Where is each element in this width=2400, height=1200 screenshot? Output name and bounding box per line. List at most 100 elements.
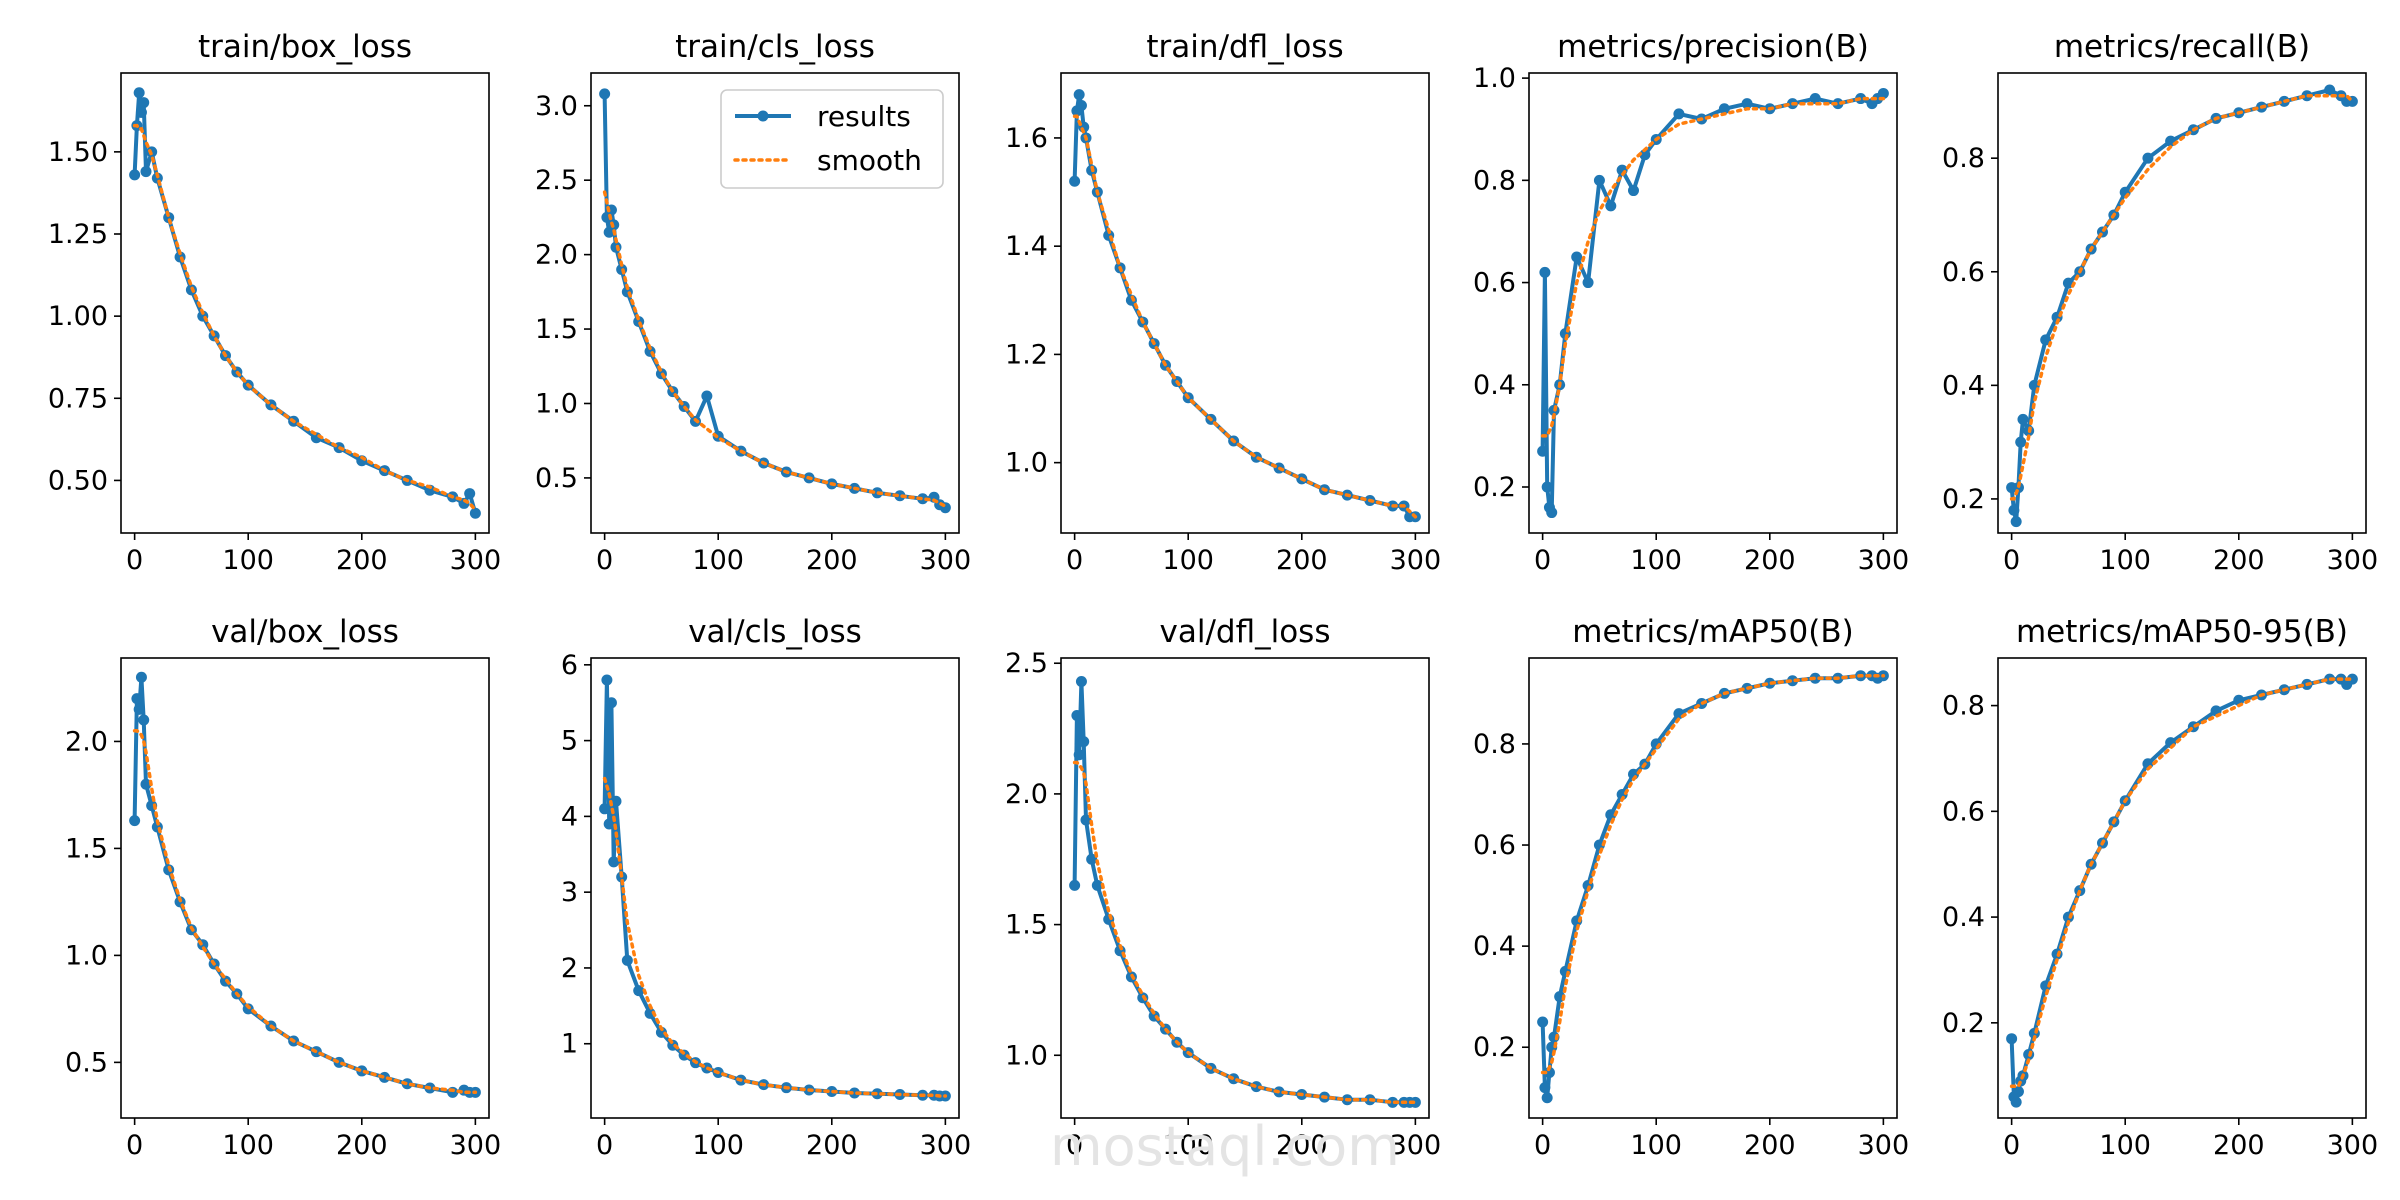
y-tick-label: 1.25 [48,219,108,250]
results-point [131,693,143,705]
y-tick-label: 2.0 [535,240,578,271]
y-tick-label: 0.6 [1473,268,1516,299]
y-tick-label: 0.4 [1473,370,1516,401]
x-tick-label: 200 [2213,1130,2265,1161]
y-tick-label: 0.2 [1473,472,1516,503]
y-tick-label: 0.8 [1942,143,1985,174]
results-point [163,212,175,224]
results-point [379,1071,391,1083]
y-tick-label: 0.4 [1473,931,1516,962]
y-tick-label: 0.8 [1942,691,1985,722]
results-point [1075,99,1087,111]
results-point [135,671,147,683]
x-tick-label: 200 [806,545,858,576]
x-tick-label: 200 [806,1130,858,1161]
results-point [140,166,152,178]
axes-frame [1997,72,2367,534]
y-tick-label: 0.5 [65,1047,108,1078]
results-point [894,490,906,502]
y-tick-label: 0.50 [48,465,108,496]
results-point [1071,710,1083,721]
x-tick-label: 300 [920,1130,972,1161]
x-tick-label: 300 [920,545,972,576]
results-point [633,985,645,997]
y-tick-label: 0.4 [1942,902,1985,933]
x-tick-label: 200 [1744,1130,1796,1161]
smooth-series-line [2009,677,2355,1089]
y-tick-label: 1.0 [535,388,578,419]
results-point [2008,504,2020,516]
results-point [2012,1086,2024,1098]
subplot-8: val/dfl_loss 0 100 200 300 1.0 1.5 2.0 2.5 [1005,614,1441,1161]
results-point [599,803,611,815]
axes-frame [120,72,490,534]
smooth-series-line [602,190,948,508]
x-tick-label: 100 [692,1130,744,1161]
y-tick-label: 0.6 [1942,257,1985,288]
results-point [621,954,633,966]
results-point [1718,103,1730,115]
results-point [469,507,481,519]
x-tick-label: 200 [336,1130,388,1161]
axes-frame [590,72,960,534]
x-tick-label: 200 [336,545,388,576]
results-point [1673,108,1685,120]
results-point [2010,516,2022,528]
y-tick-label: 0.2 [1942,1008,1985,1039]
y-tick-label: 3.0 [535,91,578,122]
x-tick-label: 300 [1858,545,1910,576]
x-tick-label: 100 [222,1130,274,1161]
x-tick-label: 0 [126,1130,143,1161]
y-tick-label: 6 [561,650,578,681]
axes-frame [120,657,490,1119]
smooth-series-line [1072,114,1418,519]
results-point [644,1007,656,1019]
subplot-title: val/cls_loss [688,614,862,650]
results-point [2142,152,2154,164]
results-series-line [602,678,946,1098]
x-tick-label: 300 [1390,545,1442,576]
results-point [1069,879,1081,891]
subplot-title: train/box_loss [198,29,412,65]
x-tick-label: 0 [2003,1130,2020,1161]
results-point [464,488,476,500]
results-point [2040,334,2052,346]
y-tick-label: 0.6 [1942,796,1985,827]
y-tick-label: 2 [561,953,578,984]
results-point [1086,853,1098,865]
results-point [1605,809,1617,821]
legend-smooth-label: smooth [817,144,922,177]
x-tick-label: 0 [2003,545,2020,576]
x-tick-label: 100 [1162,545,1214,576]
results-point [1073,749,1085,761]
smooth-series-line [132,123,478,512]
results-point [1541,481,1553,493]
x-tick-label: 300 [450,545,502,576]
x-tick-label: 0 [1534,1130,1551,1161]
x-tick-label: 100 [2099,545,2151,576]
legend-results-marker [757,110,769,122]
x-tick-label: 0 [1534,545,1551,576]
results-point [129,815,141,827]
results-point [1075,676,1087,688]
x-tick-label: 0 [1066,545,1083,576]
results-point [603,818,615,830]
results-point [1073,89,1085,101]
y-tick-label: 1.0 [65,940,108,971]
y-tick-label: 0.2 [1942,484,1985,515]
subplot-2: train/cls_loss 0 100 200 300 0.5 1.0 1.5 2.0 2.5 3… [535,29,971,576]
y-tick-label: 1.6 [1005,123,1048,154]
results-series-line [1540,91,1885,515]
y-tick-label: 0.6 [1473,830,1516,861]
subplot-title: metrics/mAP50(B) [1572,614,1853,650]
y-tick-label: 1.50 [48,137,108,168]
results-point [601,674,613,686]
subplot-5: metrics/recall(B) 0 100 200 300 0.2 0.4 0.6 0.8 [1942,29,2378,576]
results-point [1832,98,1844,110]
axes-frame [1060,72,1430,534]
x-tick-label: 100 [222,545,274,576]
y-tick-label: 1.0 [1473,63,1516,94]
results-point [1539,266,1551,278]
axes-frame [590,657,960,1119]
